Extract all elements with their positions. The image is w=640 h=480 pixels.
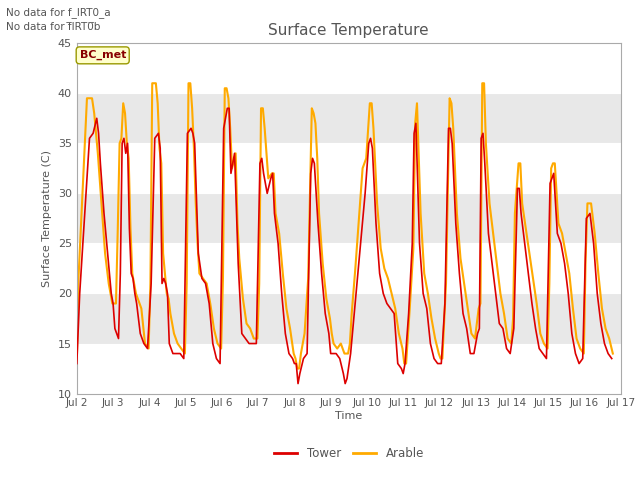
- Arable: [417, 211, 424, 216]
- Bar: [77, 293, 621, 344]
- Title: Surface Temperature: Surface Temperature: [269, 23, 429, 38]
- Bar: [77, 344, 621, 394]
- Tower: [608, 356, 616, 361]
- Bar: [77, 144, 621, 193]
- Arable: [471, 336, 479, 341]
- Bar: [77, 43, 621, 93]
- Tower: [416, 240, 424, 246]
- Tower: [351, 311, 358, 316]
- Tower: [100, 211, 108, 216]
- Arable: [609, 351, 617, 357]
- Bar: [77, 93, 621, 144]
- Tower: [86, 135, 93, 141]
- Line: Arable: Arable: [77, 83, 613, 369]
- Bar: [77, 193, 621, 243]
- Tower: [463, 325, 470, 331]
- Legend: Tower, Arable: Tower, Arable: [269, 443, 429, 465]
- Arable: [148, 80, 156, 86]
- Arable: [73, 360, 81, 366]
- Arable: [259, 106, 267, 111]
- Text: No data for f_IRT0_a: No data for f_IRT0_a: [6, 7, 111, 18]
- Line: Tower: Tower: [77, 108, 612, 384]
- Y-axis label: Surface Temperature (C): Surface Temperature (C): [42, 150, 52, 287]
- Tower: [294, 381, 302, 386]
- Text: No data for f̅IRT0̅b: No data for f̅IRT0̅b: [6, 22, 100, 32]
- Arable: [170, 331, 178, 336]
- Tower: [223, 106, 231, 111]
- Arable: [490, 230, 497, 236]
- Arable: [294, 366, 301, 372]
- Arable: [156, 145, 163, 151]
- Tower: [124, 141, 131, 146]
- Bar: [77, 243, 621, 293]
- Text: BC_met: BC_met: [79, 50, 126, 60]
- X-axis label: Time: Time: [335, 411, 362, 421]
- Tower: [73, 360, 81, 366]
